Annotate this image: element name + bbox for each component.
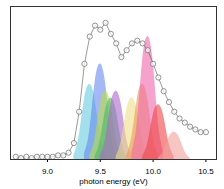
svg-text:10.5: 10.5	[198, 167, 214, 176]
svg-text:photon energy (eV): photon energy (eV)	[79, 177, 148, 186]
svg-text:10.0: 10.0	[145, 167, 161, 176]
svg-text:9.0: 9.0	[42, 167, 54, 176]
svg-text:9.5: 9.5	[95, 167, 107, 176]
